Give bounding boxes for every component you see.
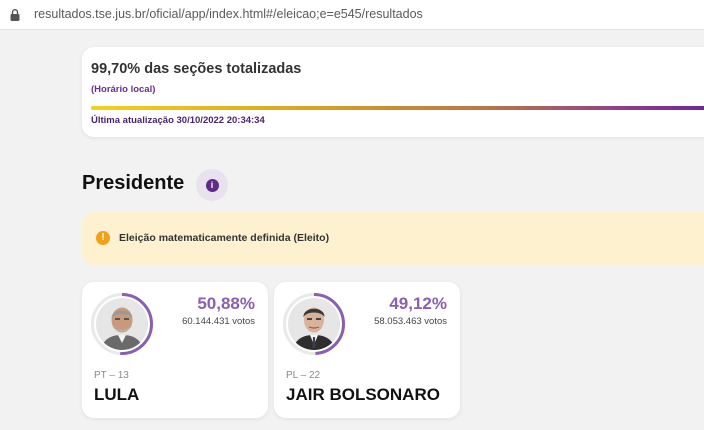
totalization-progress-bar (91, 106, 704, 110)
vote-share-ring (283, 293, 345, 355)
party-number: PT – 13 (94, 370, 129, 381)
candidate-name: JAIR BOLSONARO (286, 385, 440, 404)
avatar (90, 292, 154, 356)
vote-percentage: 50,88% (197, 294, 255, 313)
alert-text: Eleição matematicamente definida (Eleito… (119, 232, 330, 244)
vote-percentage: 49,12% (389, 294, 447, 313)
candidate-name: LULA (94, 385, 140, 404)
sections-totalized: 99,70% das seções totalizadas (91, 61, 302, 77)
progress-bar-fill (91, 106, 704, 110)
last-update: Última atualização 30/10/2022 20:34:34 (91, 115, 265, 126)
candidate-card-lula[interactable]: 50,88% 60.144.431 votos PT – 13 LULA (82, 282, 268, 418)
candidate-card-bolsonaro[interactable]: 49,12% 58.053.463 votos PL – 22 JAIR BOL… (274, 282, 460, 418)
local-time-note: (Horário local) (91, 84, 156, 95)
totalization-card: 99,70% das seções totalizadas (Horário l… (82, 47, 704, 137)
browser-address-bar[interactable]: resultados.tse.jus.br/oficial/app/index.… (0, 0, 704, 30)
election-alert: ! Eleição matematicamente definida (Elei… (82, 212, 704, 265)
info-icon[interactable]: i (196, 169, 228, 201)
candidate-photo (288, 298, 340, 350)
avatar (282, 292, 346, 356)
lock-icon (10, 9, 20, 21)
vote-count: 60.144.431 votos (182, 316, 255, 327)
url-text[interactable]: resultados.tse.jus.br/oficial/app/index.… (34, 7, 423, 21)
vote-count: 58.053.463 votos (374, 316, 447, 327)
warning-icon: ! (96, 231, 110, 245)
vote-share-ring (91, 293, 153, 355)
candidate-photo (96, 298, 148, 350)
party-number: PL – 22 (286, 370, 321, 381)
page-title: Presidente (82, 172, 185, 194)
